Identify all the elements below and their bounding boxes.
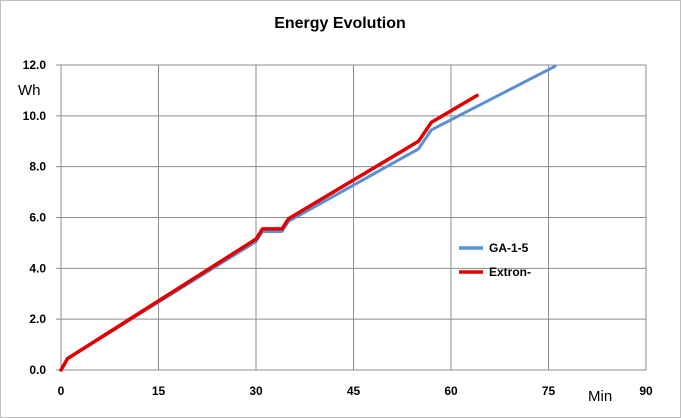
x-tick-label: 15 bbox=[152, 384, 166, 398]
tick-labels: 0 15 30 45 60 75 90 0.0 2.0 4.0 6.0 8.0 10.0 12.0 bbox=[23, 58, 653, 398]
axes bbox=[56, 64, 646, 371]
y-tick-label: 10.0 bbox=[23, 109, 47, 123]
grid-lines bbox=[61, 64, 647, 370]
series-lines bbox=[59, 64, 557, 372]
x-tick-label: 45 bbox=[347, 384, 361, 398]
x-tick-label: 90 bbox=[639, 384, 653, 398]
y-tick-label: 0.0 bbox=[29, 363, 46, 377]
series-line-1 bbox=[59, 64, 557, 372]
y-tick-label: 2.0 bbox=[29, 312, 46, 326]
x-axis-label: Min bbox=[588, 388, 612, 405]
y-tick-label: 12.0 bbox=[23, 58, 47, 72]
legend-label: Extron- bbox=[489, 265, 531, 279]
legend: GA-1-5 Extron- bbox=[459, 241, 531, 279]
x-tick-label: 60 bbox=[444, 384, 458, 398]
x-tick-label: 0 bbox=[58, 384, 65, 398]
y-axis-label: Wh bbox=[18, 82, 41, 99]
chart-title: Energy Evolution bbox=[274, 15, 406, 32]
y-tick-label: 8.0 bbox=[29, 160, 46, 174]
legend-label: GA-1-5 bbox=[489, 241, 529, 255]
y-tick-label: 4.0 bbox=[29, 261, 46, 275]
y-tick-label: 6.0 bbox=[29, 211, 46, 225]
series-line-2 bbox=[59, 93, 479, 372]
x-tick-label: 75 bbox=[542, 384, 556, 398]
x-tick-label: 30 bbox=[249, 384, 263, 398]
